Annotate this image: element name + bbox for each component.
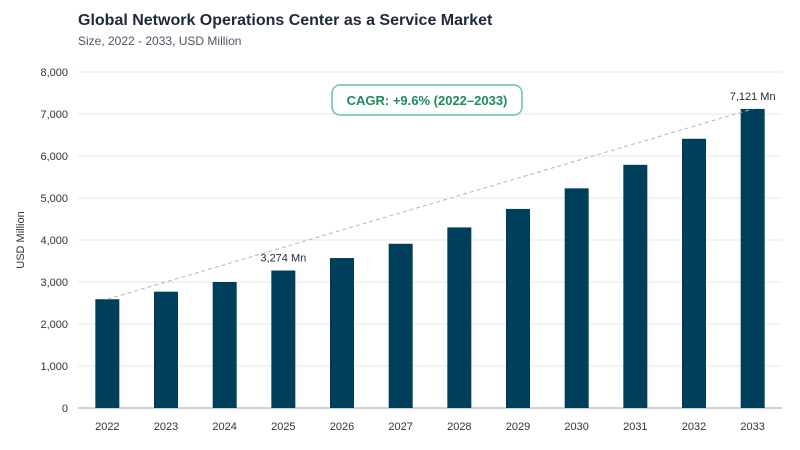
y-tick-label: 7,000 (40, 109, 68, 121)
y-tick-label: 3,000 (40, 277, 68, 289)
x-tick-label: 2026 (330, 421, 354, 433)
y-tick-label: 8,000 (40, 67, 68, 79)
bar-2029 (506, 208, 530, 408)
bar-2024 (212, 282, 237, 408)
data-label: 3,274 Mn (260, 252, 306, 264)
x-tick-label: 2027 (388, 421, 412, 433)
cagr-badge (331, 84, 523, 116)
y-axis-label: USD Million (15, 211, 27, 268)
bar-2022 (95, 299, 120, 408)
bar-2025 (271, 270, 296, 408)
x-tick-label: 2025 (271, 421, 295, 433)
x-tick-label: 2023 (154, 421, 178, 433)
bar-2023 (154, 291, 178, 408)
bar-2026 (330, 258, 354, 408)
y-tick-label: 6,000 (40, 151, 68, 163)
trend-line (107, 108, 753, 300)
chart-subtitle: Size, 2022 - 2033, USD Million (78, 34, 242, 48)
x-tick-label: 2030 (564, 421, 588, 433)
bar-2031 (623, 164, 648, 408)
x-tick-label: 2022 (95, 421, 119, 433)
bar-2028 (447, 227, 472, 408)
y-tick-label: 5,000 (40, 193, 68, 205)
bar-2030 (564, 188, 589, 408)
bar-2033 (740, 108, 765, 408)
x-tick-label: 2029 (506, 421, 530, 433)
x-tick-label: 2024 (212, 421, 236, 433)
y-tick-label: 2,000 (40, 319, 68, 331)
bar-2027 (388, 243, 413, 408)
data-label: 7,121 Mn (730, 91, 776, 103)
bar-2032 (682, 138, 706, 408)
y-tick-label: 0 (62, 403, 68, 415)
x-tick-label: 2033 (740, 421, 764, 433)
y-tick-label: 1,000 (40, 361, 68, 373)
chart-title: Global Network Operations Center as a Se… (78, 12, 493, 29)
x-tick-label: 2032 (682, 421, 706, 433)
x-tick-label: 2031 (623, 421, 647, 433)
cagr-badge-text: CAGR: +9.6% (2022–2033) (347, 93, 508, 108)
x-tick-label: 2028 (447, 421, 471, 433)
y-tick-label: 4,000 (40, 235, 68, 247)
